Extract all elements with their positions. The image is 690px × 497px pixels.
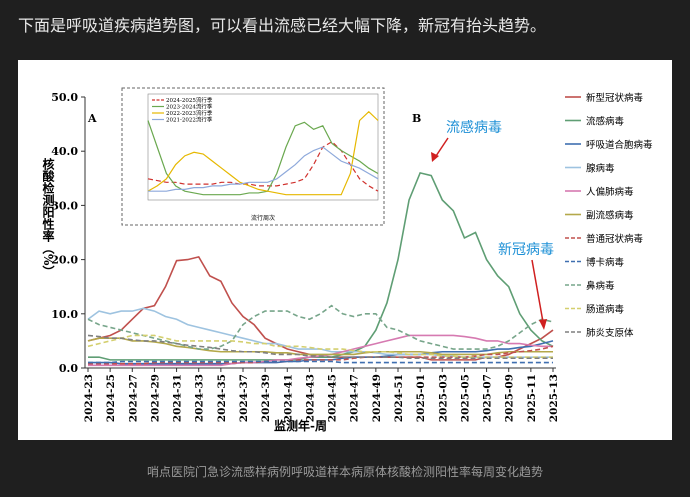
x-tick-label: 2025-09 bbox=[504, 374, 516, 422]
series-line bbox=[147, 140, 379, 192]
legend-label: 肺炎支原体 bbox=[586, 327, 634, 339]
legend-label: 副流感病毒 bbox=[586, 210, 634, 222]
series-line bbox=[88, 345, 554, 365]
x-tick-label: 2024-29 bbox=[149, 374, 161, 422]
series-line bbox=[88, 360, 553, 364]
legend-label: 腺病毒 bbox=[586, 163, 615, 175]
series-line bbox=[147, 120, 379, 196]
legend-label: 普通冠状病毒 bbox=[586, 233, 644, 245]
x-tick-label: 2025-03 bbox=[437, 374, 449, 422]
arrow bbox=[531, 259, 544, 323]
annotation: 流感病毒 bbox=[446, 119, 502, 136]
x-axis-label: 流行周次 bbox=[251, 214, 275, 222]
arrow bbox=[435, 137, 449, 157]
header-title: 下面是呼吸道疾病趋势图，可以看出流感已经大幅下降，新冠有抬头趋势。 bbox=[18, 16, 547, 35]
x-tick-label: 2024-39 bbox=[260, 374, 272, 422]
series-line bbox=[147, 110, 379, 196]
legend-label: 2023-2024流行季 bbox=[166, 103, 213, 111]
chart: 0.0 10.0 20.0 30.0 40.0 50.0 2024-23 2024-25 202… bbox=[18, 60, 672, 440]
series-line bbox=[88, 171, 554, 361]
y-tick-label: 10.0 bbox=[51, 308, 78, 321]
legend-label: 鼻病毒 bbox=[586, 280, 615, 292]
legend-label: 2024-2025流行季 bbox=[166, 96, 213, 104]
annotation: A bbox=[87, 112, 97, 125]
x-tick-label: 2024-25 bbox=[105, 374, 117, 422]
legend-label: 2021-2022流行季 bbox=[166, 116, 213, 124]
x-tick-label: 2024-37 bbox=[238, 374, 250, 422]
x-axis-label: 监测年-周 bbox=[274, 418, 327, 433]
x-tick-label: 2025-07 bbox=[482, 374, 494, 422]
x-tick-label: 2025-05 bbox=[459, 374, 471, 422]
x-tick-label: 2024-47 bbox=[349, 374, 361, 422]
y-tick-label: 40.0 bbox=[51, 145, 78, 158]
caption: 哨点医院门急诊流感样病例呼吸道样本病原体核酸检测阳性率每周变化趋势 bbox=[146, 465, 543, 479]
series-line bbox=[87, 255, 554, 361]
x-tick-label: 2024-27 bbox=[127, 374, 139, 422]
x-tick-label: 2025-11 bbox=[526, 374, 538, 422]
series-line bbox=[87, 307, 553, 358]
y-tick-label: 20.0 bbox=[51, 254, 78, 267]
legend-label: 人偏肺病毒 bbox=[586, 186, 634, 198]
legend-label: 新型冠状病毒 bbox=[586, 92, 644, 104]
x-tick-label: 2024-41 bbox=[282, 374, 294, 422]
legend-label: 博卡病毒 bbox=[586, 257, 625, 269]
annotation: B bbox=[412, 112, 421, 125]
x-tick-label: 2024-23 bbox=[83, 374, 95, 422]
series-line bbox=[87, 334, 553, 358]
inset-frame bbox=[121, 87, 385, 226]
x-tick-label: 2024-49 bbox=[371, 374, 383, 422]
x-tick-label: 2024-43 bbox=[304, 374, 316, 422]
x-tick-label: 2024-45 bbox=[327, 374, 339, 422]
series-line bbox=[148, 146, 379, 192]
y-tick-label: 50.0 bbox=[51, 91, 78, 104]
legend-label: 肠道病毒 bbox=[586, 304, 625, 316]
legend-label: 流感病毒 bbox=[586, 116, 625, 128]
legend-label: 呼吸道合胞病毒 bbox=[586, 139, 653, 151]
x-tick-label: 2024-31 bbox=[172, 374, 184, 422]
x-tick-label: 2025-13 bbox=[548, 374, 560, 422]
x-tick-label: 2025-01 bbox=[415, 374, 427, 422]
arrow-head bbox=[431, 152, 439, 162]
inset-axes bbox=[147, 93, 379, 201]
y-tick-label: 0.0 bbox=[59, 362, 78, 375]
x-tick-label: 2024-51 bbox=[393, 374, 405, 422]
series-line bbox=[87, 304, 554, 350]
x-tick-label: 2024-33 bbox=[194, 374, 206, 422]
annotation: 新冠病毒 bbox=[498, 242, 554, 258]
y-tick-label: 30.0 bbox=[51, 199, 78, 212]
legend-label: 2022-2023流行季 bbox=[166, 109, 213, 117]
y-axis-label: 核酸检测阳性率（%） bbox=[41, 157, 55, 278]
series-line bbox=[87, 334, 553, 360]
series-line bbox=[87, 337, 553, 356]
arrow-head bbox=[539, 319, 547, 330]
x-tick-label: 2024-35 bbox=[216, 374, 228, 422]
